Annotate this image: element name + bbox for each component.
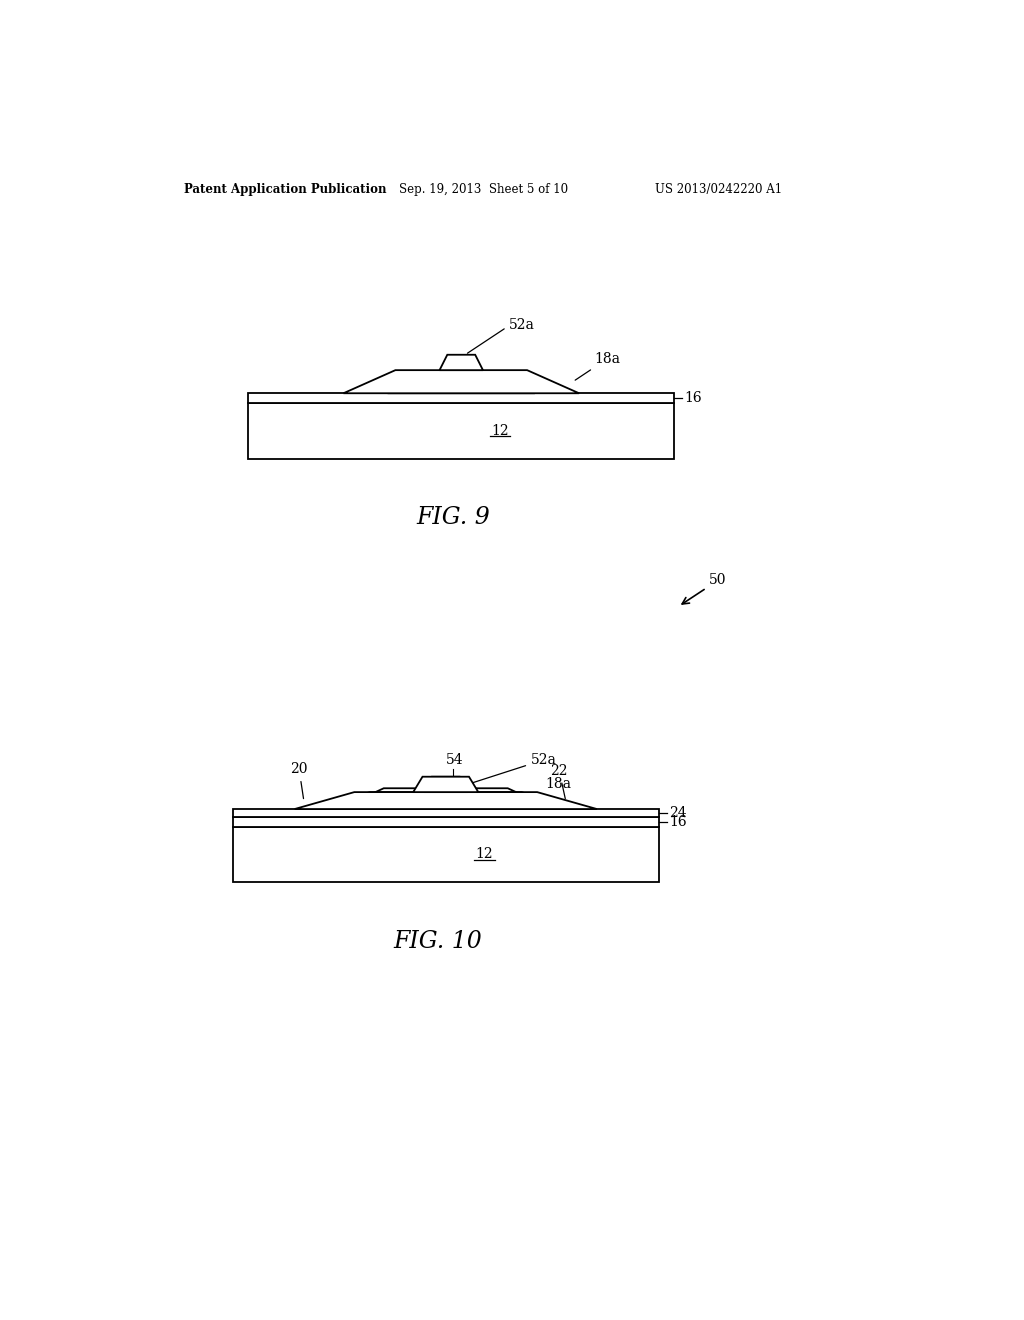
Polygon shape [372, 792, 519, 809]
Text: 16: 16 [684, 391, 702, 405]
Bar [232, 809, 658, 817]
Text: 14: 14 [437, 793, 455, 808]
Bar [232, 826, 658, 882]
Text: 12: 12 [492, 424, 509, 438]
Text: FIG. 10: FIG. 10 [393, 929, 482, 953]
Text: 18a: 18a [545, 777, 571, 797]
Polygon shape [317, 792, 573, 809]
Text: 14: 14 [453, 378, 470, 392]
Bar [248, 404, 675, 459]
Text: 52a: 52a [467, 318, 536, 354]
Polygon shape [339, 788, 553, 809]
Text: 22: 22 [550, 763, 568, 799]
Text: Sep. 19, 2013  Sheet 5 of 10: Sep. 19, 2013 Sheet 5 of 10 [399, 183, 568, 197]
Polygon shape [414, 776, 478, 792]
Text: FIG. 9: FIG. 9 [417, 507, 490, 529]
Bar [248, 393, 675, 404]
Text: 20: 20 [290, 762, 308, 799]
Text: 54: 54 [446, 754, 464, 767]
Polygon shape [424, 776, 467, 792]
Polygon shape [343, 370, 579, 393]
Polygon shape [388, 376, 535, 393]
Text: 50: 50 [682, 573, 727, 605]
Text: 24: 24 [669, 807, 686, 820]
Text: Patent Application Publication: Patent Application Publication [183, 183, 386, 197]
Text: 12: 12 [476, 847, 494, 862]
Bar [232, 817, 658, 826]
Text: 52a: 52a [470, 752, 557, 784]
Text: US 2013/0242220 A1: US 2013/0242220 A1 [655, 183, 782, 197]
Polygon shape [295, 792, 597, 809]
Text: 16: 16 [669, 814, 686, 829]
Text: 18a: 18a [575, 351, 621, 380]
Polygon shape [439, 355, 483, 370]
